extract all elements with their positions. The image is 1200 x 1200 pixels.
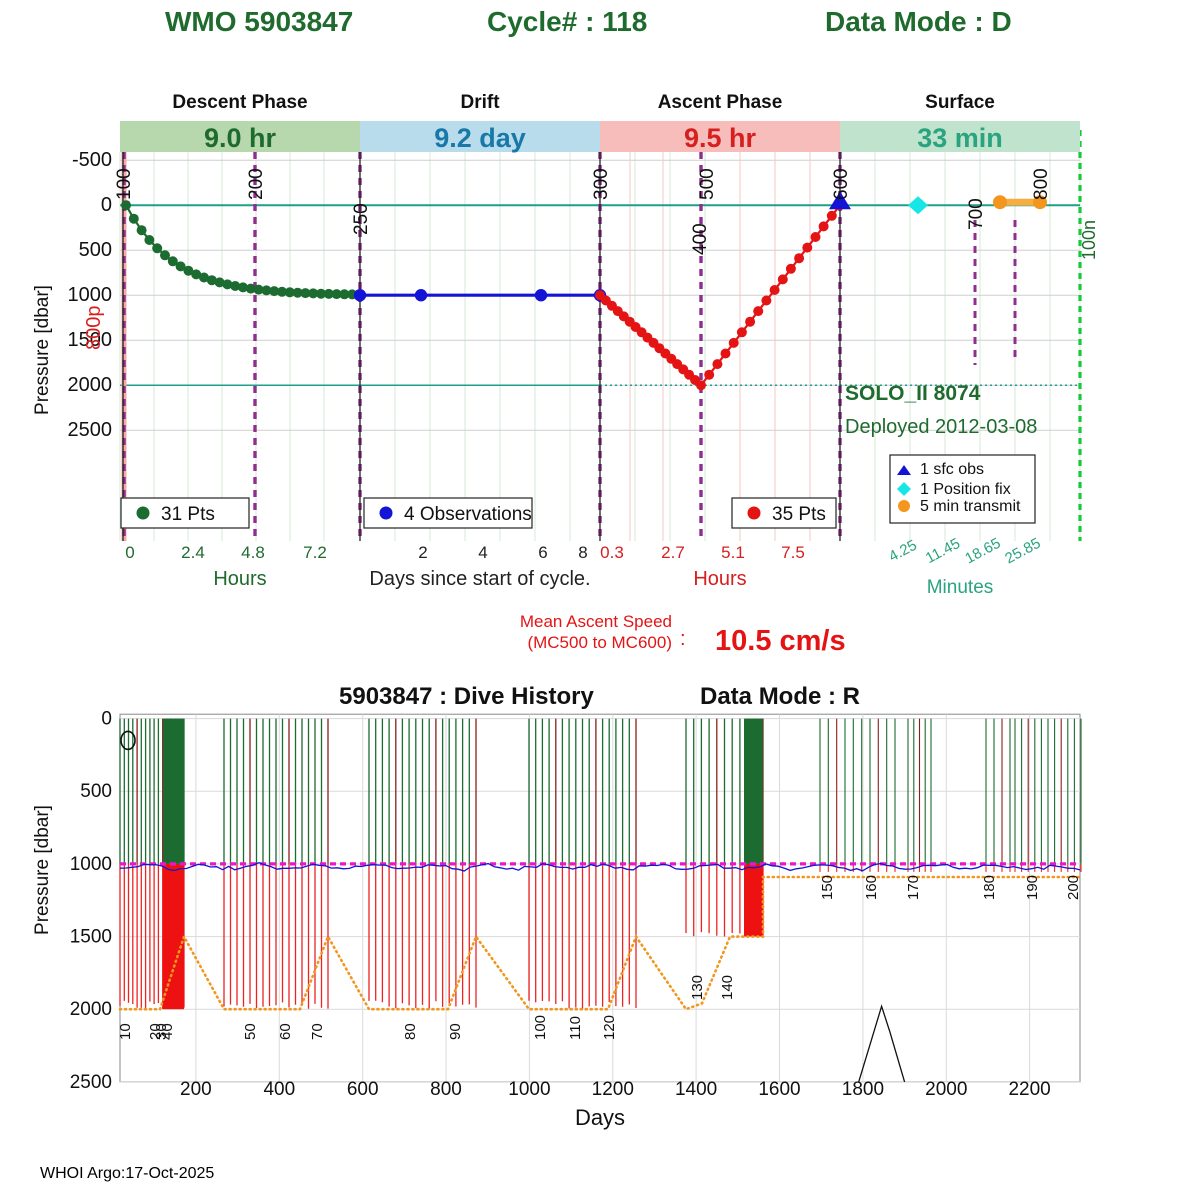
svg-text:Data Mode : R: Data Mode : R bbox=[700, 683, 860, 710]
svg-text:5903847 : Dive History: 5903847 : Dive History bbox=[339, 683, 594, 710]
svg-text:250: 250 bbox=[351, 203, 372, 235]
svg-text:Drift: Drift bbox=[460, 92, 500, 113]
svg-text:SOLO_II 8074: SOLO_II 8074 bbox=[845, 382, 981, 405]
svg-text:400: 400 bbox=[263, 1079, 295, 1100]
svg-text:1 Position fix: 1 Position fix bbox=[920, 481, 1011, 498]
svg-text:10: 10 bbox=[117, 1023, 134, 1040]
svg-text:1800: 1800 bbox=[842, 1079, 884, 1100]
svg-text:90: 90 bbox=[447, 1023, 464, 1040]
svg-text:0.3: 0.3 bbox=[600, 543, 624, 562]
svg-text:4 Observations: 4 Observations bbox=[404, 504, 532, 525]
svg-text:60: 60 bbox=[277, 1023, 294, 1040]
svg-text:200: 200 bbox=[1065, 875, 1082, 900]
svg-text:WHOI Argo:17-Oct-2025: WHOI Argo:17-Oct-2025 bbox=[40, 1165, 214, 1182]
svg-text:Cycle# : 118: Cycle# : 118 bbox=[487, 6, 647, 37]
svg-text:100n: 100n bbox=[1079, 220, 1099, 260]
svg-text:Pressure [dbar]: Pressure [dbar] bbox=[32, 285, 53, 415]
svg-text:500: 500 bbox=[79, 239, 112, 261]
svg-text:600: 600 bbox=[347, 1079, 379, 1100]
svg-text:500: 500 bbox=[80, 781, 112, 802]
svg-text:1 sfc obs: 1 sfc obs bbox=[920, 461, 984, 478]
svg-text:200: 200 bbox=[180, 1079, 212, 1100]
svg-text:8: 8 bbox=[578, 543, 587, 562]
svg-text:Minutes: Minutes bbox=[927, 577, 994, 598]
svg-text:Hours: Hours bbox=[693, 568, 746, 590]
svg-text:7.2: 7.2 bbox=[303, 543, 327, 562]
svg-text:2000: 2000 bbox=[925, 1079, 967, 1100]
svg-text:Hours: Hours bbox=[213, 568, 266, 590]
svg-text:600: 600 bbox=[831, 168, 852, 200]
svg-text:1600: 1600 bbox=[758, 1079, 800, 1100]
svg-text:35 Pts: 35 Pts bbox=[772, 504, 826, 525]
svg-text:1000: 1000 bbox=[508, 1079, 550, 1100]
svg-text:150: 150 bbox=[819, 875, 836, 900]
svg-text:2500: 2500 bbox=[70, 1072, 112, 1093]
svg-text:300: 300 bbox=[591, 168, 612, 200]
svg-text:800: 800 bbox=[430, 1079, 462, 1100]
svg-text:80: 80 bbox=[402, 1023, 419, 1040]
svg-text:0: 0 bbox=[101, 709, 112, 730]
svg-text:110: 110 bbox=[567, 1016, 584, 1040]
svg-text:5.1: 5.1 bbox=[721, 543, 745, 562]
svg-text:2: 2 bbox=[418, 543, 427, 562]
svg-text:9.0 hr: 9.0 hr bbox=[204, 123, 277, 153]
svg-text:140: 140 bbox=[719, 975, 736, 1000]
svg-text:4.8: 4.8 bbox=[241, 543, 265, 562]
svg-text:0: 0 bbox=[125, 543, 134, 562]
svg-text:190: 190 bbox=[1024, 875, 1041, 900]
svg-text:160: 160 bbox=[863, 875, 880, 900]
svg-text:800p: 800p bbox=[83, 306, 105, 351]
svg-text:120: 120 bbox=[601, 1015, 618, 1040]
svg-text:2200: 2200 bbox=[1008, 1079, 1050, 1100]
svg-text::: : bbox=[680, 628, 686, 650]
svg-text:2.4: 2.4 bbox=[181, 543, 205, 562]
svg-text:6: 6 bbox=[538, 543, 547, 562]
svg-text:Surface: Surface bbox=[925, 92, 995, 113]
svg-text:130: 130 bbox=[689, 975, 706, 1000]
svg-text:40: 40 bbox=[159, 1023, 176, 1040]
svg-text:1000: 1000 bbox=[70, 854, 112, 875]
svg-text:10.5 cm/s: 10.5 cm/s bbox=[715, 625, 846, 657]
svg-text:7.5: 7.5 bbox=[781, 543, 805, 562]
svg-text:50: 50 bbox=[242, 1023, 259, 1040]
svg-text:100: 100 bbox=[532, 1015, 549, 1040]
svg-text:1500: 1500 bbox=[70, 927, 112, 948]
svg-text:2.7: 2.7 bbox=[661, 543, 685, 562]
svg-text:70: 70 bbox=[309, 1023, 326, 1040]
svg-text:1200: 1200 bbox=[592, 1079, 634, 1100]
svg-text:Days since start of cycle.: Days since start of cycle. bbox=[369, 568, 590, 590]
svg-text:Deployed 2012-03-08: Deployed 2012-03-08 bbox=[845, 416, 1037, 438]
svg-text:Descent Phase: Descent Phase bbox=[172, 92, 307, 113]
svg-text:100: 100 bbox=[114, 168, 135, 200]
svg-text:(MC500 to MC600): (MC500 to MC600) bbox=[527, 633, 672, 652]
svg-text:800: 800 bbox=[1031, 168, 1052, 200]
svg-text:Pressure [dbar]: Pressure [dbar] bbox=[32, 805, 53, 935]
svg-text:33 min: 33 min bbox=[917, 123, 1003, 153]
svg-text:180: 180 bbox=[981, 875, 998, 900]
svg-text:0: 0 bbox=[101, 194, 112, 216]
svg-text:500: 500 bbox=[697, 168, 718, 200]
svg-text:9.2 day: 9.2 day bbox=[434, 123, 526, 153]
svg-text:Mean Ascent Speed: Mean Ascent Speed bbox=[520, 612, 672, 631]
svg-text:4: 4 bbox=[478, 543, 487, 562]
svg-text:1000: 1000 bbox=[68, 284, 113, 306]
svg-text:Data Mode : D: Data Mode : D bbox=[825, 6, 1012, 37]
svg-text:5 min transmit: 5 min transmit bbox=[920, 498, 1021, 515]
svg-text:170: 170 bbox=[905, 875, 922, 900]
svg-text:400: 400 bbox=[690, 223, 711, 255]
svg-text:-500: -500 bbox=[72, 149, 112, 171]
svg-text:WMO 5903847: WMO 5903847 bbox=[165, 6, 353, 37]
svg-text:31 Pts: 31 Pts bbox=[161, 504, 215, 525]
svg-text:1400: 1400 bbox=[675, 1079, 717, 1100]
svg-text:2500: 2500 bbox=[68, 419, 113, 441]
svg-text:700: 700 bbox=[966, 198, 987, 230]
svg-text:200: 200 bbox=[246, 168, 267, 200]
svg-text:Ascent Phase: Ascent Phase bbox=[658, 92, 783, 113]
svg-text:2000: 2000 bbox=[70, 999, 112, 1020]
svg-text:Days: Days bbox=[575, 1105, 625, 1130]
svg-text:9.5 hr: 9.5 hr bbox=[684, 123, 757, 153]
svg-text:2000: 2000 bbox=[68, 374, 113, 396]
